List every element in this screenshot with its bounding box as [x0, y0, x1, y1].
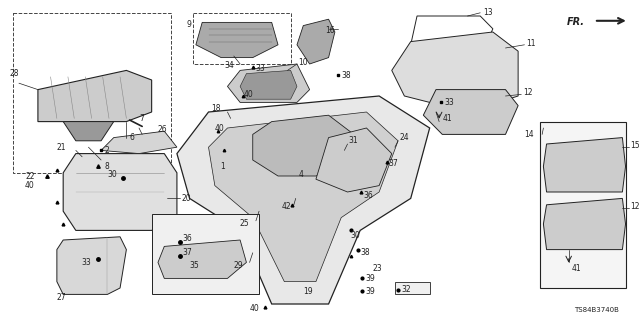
Polygon shape — [543, 198, 625, 250]
Polygon shape — [209, 112, 398, 282]
Text: 15: 15 — [630, 141, 639, 150]
Text: 38: 38 — [341, 71, 351, 80]
Text: 7: 7 — [139, 114, 144, 123]
Polygon shape — [316, 128, 392, 192]
Polygon shape — [253, 115, 354, 176]
Text: 21: 21 — [57, 143, 67, 152]
Text: 39: 39 — [365, 287, 375, 296]
Text: 1: 1 — [220, 162, 225, 171]
Polygon shape — [57, 237, 126, 294]
Text: 31: 31 — [349, 136, 358, 145]
Text: 11: 11 — [525, 39, 535, 48]
Text: 36: 36 — [182, 234, 192, 243]
Polygon shape — [423, 90, 518, 134]
Text: 41: 41 — [572, 264, 582, 273]
Text: 35: 35 — [189, 261, 199, 270]
Text: 25: 25 — [240, 220, 250, 228]
Text: 20: 20 — [182, 194, 191, 203]
Text: 32: 32 — [401, 285, 411, 294]
Text: FR.: FR. — [566, 17, 584, 28]
Text: 4: 4 — [299, 170, 304, 179]
Polygon shape — [158, 240, 246, 278]
Text: TS84B3740B: TS84B3740B — [574, 308, 620, 313]
Polygon shape — [297, 19, 335, 64]
Bar — [193, 13, 291, 64]
Text: 16: 16 — [325, 26, 335, 35]
Text: 23: 23 — [372, 264, 383, 273]
Text: 38: 38 — [360, 248, 370, 257]
Text: 40: 40 — [25, 181, 35, 190]
Text: 22: 22 — [25, 172, 35, 180]
Text: 41: 41 — [442, 114, 452, 123]
Polygon shape — [63, 122, 114, 141]
Polygon shape — [196, 22, 278, 58]
Text: 10: 10 — [298, 58, 308, 67]
Polygon shape — [177, 96, 429, 304]
Polygon shape — [101, 131, 177, 154]
Text: 9: 9 — [186, 20, 191, 28]
Text: 40: 40 — [243, 90, 253, 99]
Text: 36: 36 — [364, 191, 373, 200]
Text: 33: 33 — [82, 258, 92, 267]
Bar — [395, 282, 429, 294]
Text: 30: 30 — [351, 231, 360, 240]
Text: 8: 8 — [104, 162, 109, 171]
Polygon shape — [240, 70, 297, 99]
Bar — [540, 122, 625, 288]
Polygon shape — [38, 70, 152, 122]
Text: 40: 40 — [215, 124, 225, 132]
Text: 33: 33 — [444, 98, 454, 107]
Text: 14: 14 — [524, 130, 534, 139]
Text: 29: 29 — [234, 261, 243, 270]
Text: 33: 33 — [256, 64, 266, 73]
Bar — [13, 13, 171, 173]
Text: 37: 37 — [182, 248, 192, 257]
Polygon shape — [543, 138, 625, 192]
Text: 42: 42 — [281, 202, 291, 211]
Text: 37: 37 — [388, 159, 398, 168]
Text: 34: 34 — [224, 61, 234, 70]
Text: 26: 26 — [158, 125, 168, 134]
Polygon shape — [227, 64, 310, 102]
Text: 27: 27 — [57, 293, 67, 302]
Text: 24: 24 — [399, 133, 409, 142]
Text: 6: 6 — [129, 133, 134, 142]
Text: 19: 19 — [303, 287, 313, 296]
Text: 2: 2 — [104, 146, 109, 155]
Text: 39: 39 — [365, 274, 375, 283]
Polygon shape — [392, 32, 518, 112]
Polygon shape — [63, 154, 177, 230]
Text: 30: 30 — [107, 170, 117, 179]
Text: 40: 40 — [250, 304, 259, 313]
Bar — [152, 214, 259, 294]
Text: 12: 12 — [630, 202, 639, 211]
Text: 18: 18 — [212, 104, 221, 113]
Text: 28: 28 — [10, 69, 19, 78]
Text: 13: 13 — [483, 8, 493, 17]
Text: 12: 12 — [523, 88, 532, 97]
